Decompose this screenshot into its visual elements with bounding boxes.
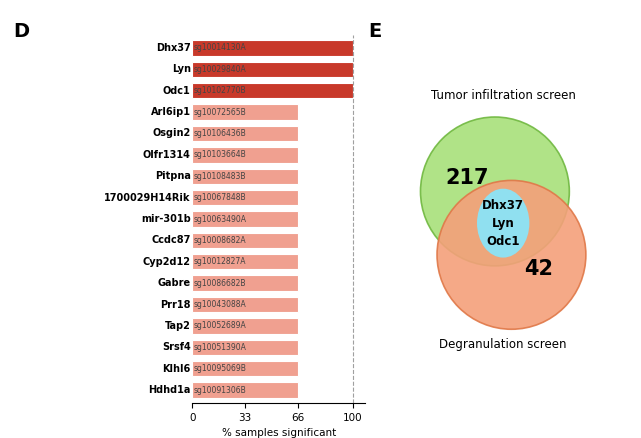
Text: Tap2: Tap2 [165, 321, 191, 331]
Text: sg10086682B: sg10086682B [194, 279, 246, 288]
Bar [192, 233, 298, 248]
Text: sg10051390A: sg10051390A [194, 343, 246, 352]
Text: Degranulation screen: Degranulation screen [440, 338, 567, 351]
Bar [192, 169, 298, 184]
Bar [192, 40, 353, 56]
Text: D: D [13, 22, 29, 41]
Text: 217: 217 [445, 168, 489, 187]
Bar [192, 318, 298, 334]
Text: mir-301b: mir-301b [141, 214, 191, 224]
Text: Srsf4: Srsf4 [162, 343, 191, 352]
Text: E: E [369, 22, 382, 41]
Bar [192, 190, 298, 205]
Text: sg10063490A: sg10063490A [194, 215, 247, 223]
Text: Klhl6: Klhl6 [162, 364, 191, 374]
Text: Odc1: Odc1 [163, 86, 191, 95]
Text: Osgin2: Osgin2 [153, 128, 191, 138]
Text: Dhx37
Lyn
Odc1: Dhx37 Lyn Odc1 [482, 199, 524, 247]
Circle shape [420, 117, 569, 266]
Text: Arl6ip1: Arl6ip1 [151, 107, 191, 117]
Text: Prr18: Prr18 [160, 300, 191, 310]
Text: Olfr1314: Olfr1314 [143, 150, 191, 160]
Text: Ccdc87: Ccdc87 [151, 235, 191, 245]
Bar [192, 339, 298, 355]
Text: Tumor infiltration screen: Tumor infiltration screen [431, 89, 576, 102]
Text: sg10095069B: sg10095069B [194, 364, 246, 373]
Text: sg10102770B: sg10102770B [194, 86, 246, 95]
Bar [192, 361, 298, 376]
Text: sg10067848B: sg10067848B [194, 193, 246, 202]
Text: sg10014130A: sg10014130A [194, 43, 246, 53]
Bar [192, 211, 298, 227]
Text: 1700029H14Rik: 1700029H14Rik [104, 193, 191, 203]
Bar [192, 62, 353, 77]
Text: sg10008682A: sg10008682A [194, 236, 246, 245]
Text: sg10052689A: sg10052689A [194, 321, 246, 330]
Text: sg10108483B: sg10108483B [194, 172, 246, 181]
Bar [192, 276, 298, 291]
Text: sg10029840A: sg10029840A [194, 65, 246, 74]
Text: sg10106436B: sg10106436B [194, 129, 246, 138]
Text: Pitpna: Pitpna [155, 171, 191, 181]
Text: sg10072565B: sg10072565B [194, 108, 246, 117]
Text: Lyn: Lyn [172, 64, 191, 74]
Bar [192, 254, 298, 269]
Text: sg10091306B: sg10091306B [194, 385, 246, 395]
Bar [192, 104, 298, 120]
Text: Hdhd1a: Hdhd1a [148, 385, 191, 395]
Text: Cyp2d12: Cyp2d12 [143, 257, 191, 267]
Ellipse shape [477, 189, 529, 258]
Bar [192, 126, 298, 141]
Text: sg10043088A: sg10043088A [194, 300, 246, 309]
Bar [192, 382, 298, 398]
Bar [192, 83, 353, 99]
Bar [192, 147, 298, 162]
Text: 42: 42 [524, 258, 554, 279]
Bar [192, 297, 298, 312]
X-axis label: % samples significant: % samples significant [222, 428, 336, 438]
Text: sg10103664B: sg10103664B [194, 150, 246, 159]
Text: Gabre: Gabre [158, 278, 191, 288]
Circle shape [437, 180, 586, 329]
Text: sg10012827A: sg10012827A [194, 257, 246, 266]
Text: Dhx37: Dhx37 [156, 43, 191, 53]
